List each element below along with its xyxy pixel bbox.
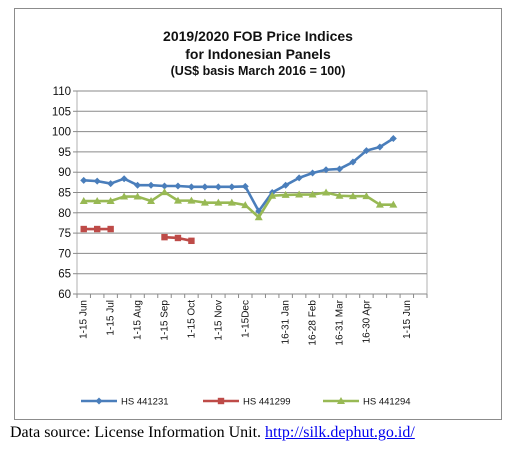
- series-hs-441294-point: [106, 197, 115, 205]
- series-hs-441231-point: [322, 166, 330, 174]
- series-hs-441231-point: [295, 174, 303, 182]
- chart-subtitle: for Indonesian Panels: [185, 46, 331, 62]
- x-tick-label: 1-15 Jul: [106, 300, 117, 336]
- series-hs-441231-point: [107, 180, 115, 188]
- series-hs-441231-point: [93, 177, 101, 185]
- series-hs-441231-point: [362, 147, 370, 155]
- x-tick-label: 1-15 Nov: [213, 300, 224, 341]
- x-tick-label: 1-15Dec: [240, 300, 251, 338]
- series-hs-441231-point: [241, 182, 249, 190]
- series-hs-441231-point: [187, 183, 195, 191]
- series-hs-441231-point: [282, 181, 290, 189]
- series-hs-441231-point: [161, 182, 168, 190]
- series-hs-441231-point: [201, 183, 209, 191]
- x-tick-label: 1-15 Jun: [79, 300, 90, 339]
- y-tick-label: 105: [52, 106, 71, 118]
- series-hs-441294-point: [133, 192, 142, 200]
- y-tick-label: 65: [58, 269, 71, 281]
- series-hs-441294-point: [254, 213, 263, 221]
- x-tick-label: 1-15 Jun: [402, 300, 413, 339]
- x-tick-label: 16-30 Apr: [361, 299, 372, 343]
- x-tick-label: 16-28 Feb: [308, 300, 319, 346]
- chart-title: 2019/2020 FOB Price Indices: [163, 28, 353, 44]
- y-tick-label: 95: [58, 147, 71, 159]
- series-hs-441294-point: [268, 191, 277, 199]
- series-hs-441294-point: [375, 200, 384, 208]
- series-hs-441231-point: [174, 182, 182, 190]
- series-hs-441231-point: [120, 175, 128, 183]
- data-source-caption: Data source: License Information Unit. h…: [10, 424, 415, 442]
- legend-hs-441294-label: HS 441294: [363, 397, 411, 408]
- x-tick-label: 1-15 Oct: [186, 300, 197, 339]
- series-hs-441294-point: [93, 197, 102, 205]
- series-hs-441294-point: [322, 188, 331, 196]
- series-hs-441294-point: [173, 196, 182, 204]
- series-hs-441231-point: [214, 183, 222, 191]
- series-hs-441231-point: [134, 181, 142, 189]
- series-hs-441294-point: [200, 198, 209, 206]
- series-hs-441231-point: [376, 143, 384, 151]
- y-tick-label: 100: [52, 127, 71, 139]
- legend-hs-441299-point: [217, 397, 225, 405]
- y-tick-label: 80: [58, 208, 71, 220]
- y-tick-label: 70: [58, 248, 71, 260]
- series-hs-441294-point: [79, 197, 88, 205]
- series-hs-441299-point: [107, 225, 114, 233]
- series-hs-441231-point: [336, 165, 343, 173]
- series-hs-441294-point: [308, 190, 317, 198]
- series-hs-441294-point: [362, 192, 371, 200]
- chart-basis-note: (US$ basis March 2016 = 100): [170, 64, 346, 78]
- x-tick-label: 1-15 Sep: [160, 300, 171, 341]
- legend-hs-441231-label: HS 441231: [121, 397, 169, 408]
- series-hs-441299-point: [93, 225, 101, 233]
- series-hs-441294-point: [295, 190, 304, 198]
- chart-title-block: 2019/2020 FOB Price Indices for Indonesi…: [15, 27, 501, 80]
- chart-frame: 2019/2020 FOB Price Indices for Indonesi…: [14, 8, 502, 420]
- series-hs-441294-point: [227, 198, 236, 206]
- series-hs-441294-point: [335, 191, 344, 199]
- y-tick-label: 75: [58, 228, 71, 240]
- series-hs-441299-point: [174, 234, 182, 242]
- series-hs-441294-point: [214, 198, 223, 206]
- line-chart: 60 65 70 75 80 85 90 95 100 105 110 1-15 Jun 1-15 Ju…: [52, 86, 428, 408]
- series-hs-441231-point: [147, 181, 155, 189]
- x-tick-label: 16-31 Jan: [281, 300, 292, 344]
- series-hs-441294-point: [389, 200, 398, 208]
- series-hs-441231-point: [80, 176, 88, 184]
- x-tick-label: 16-31 Mar: [335, 299, 346, 345]
- series-hs-441299-point: [80, 225, 87, 233]
- y-tick-label: 110: [53, 86, 71, 98]
- y-tick-label: 60: [58, 289, 71, 301]
- series-hs-441294-point: [120, 192, 129, 200]
- x-tick-label: 1-15 Aug: [133, 300, 144, 340]
- series-hs-441294-point: [160, 188, 169, 196]
- series-hs-441294-point: [147, 197, 156, 205]
- series-hs-441231-point: [349, 158, 357, 166]
- legend-hs-441299-label: HS 441299: [243, 397, 291, 408]
- legend-hs-441231-point: [95, 397, 103, 405]
- series-hs-441231-point: [309, 169, 317, 177]
- series-hs-441294-point: [281, 190, 290, 198]
- y-tick-label: 90: [58, 167, 71, 179]
- series-hs-441294-point: [241, 201, 250, 209]
- series-hs-441299-point: [188, 237, 195, 245]
- series-hs-441294-point: [348, 192, 357, 200]
- series-hs-441294-point: [187, 196, 196, 204]
- series-hs-441299-point: [161, 233, 168, 241]
- caption-text: Data source: License Information Unit.: [10, 424, 262, 441]
- y-tick-label: 85: [58, 188, 71, 200]
- series-hs-441231-point: [389, 135, 397, 143]
- source-link[interactable]: http://silk.dephut.go.id/: [265, 424, 415, 441]
- legend-hs-441294-point: [337, 397, 345, 404]
- series-hs-441231-point: [228, 183, 236, 191]
